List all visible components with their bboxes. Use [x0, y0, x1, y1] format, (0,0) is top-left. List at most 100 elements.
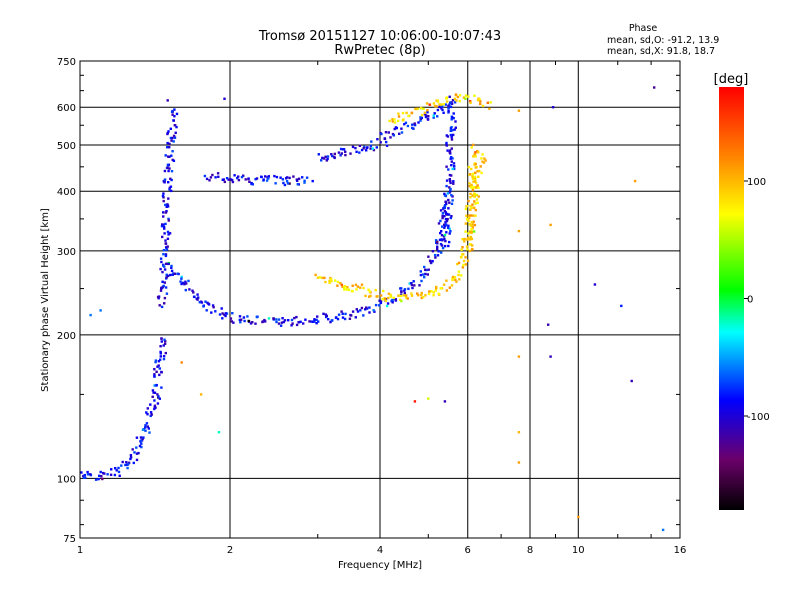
data-point [362, 314, 365, 317]
data-point [249, 322, 253, 325]
data-point [172, 159, 176, 162]
data-point [371, 147, 374, 150]
data-point [221, 178, 224, 181]
data-point [426, 273, 429, 276]
data-point [149, 403, 152, 406]
data-point [362, 147, 365, 150]
data-point [476, 98, 480, 102]
data-point [437, 222, 441, 225]
data-point [453, 165, 456, 168]
data-point [164, 211, 168, 214]
data-point [163, 338, 166, 341]
data-point [197, 296, 200, 299]
data-point [458, 99, 461, 103]
data-point [441, 214, 444, 218]
data-point [117, 470, 121, 474]
data-point [375, 146, 378, 149]
data-point [423, 113, 427, 116]
data-point [451, 195, 454, 198]
colorbar [719, 87, 744, 510]
data-point [162, 192, 165, 195]
data-point [164, 254, 168, 258]
data-point [311, 179, 314, 183]
data-point [162, 253, 165, 256]
data-point [449, 101, 452, 104]
data-point [314, 273, 317, 277]
data-point [438, 105, 441, 109]
data-point [238, 315, 242, 318]
data-point [379, 294, 383, 297]
data-point [462, 253, 465, 256]
data-point [159, 267, 162, 271]
data-point [376, 295, 379, 298]
data-point [167, 197, 170, 200]
data-point [482, 161, 486, 164]
data-point [441, 216, 444, 220]
data-point [429, 261, 433, 264]
data-point [161, 223, 164, 226]
data-point [481, 104, 485, 108]
data-point [451, 277, 454, 280]
data-point [166, 163, 170, 167]
data-point [229, 317, 233, 320]
data-point [231, 312, 234, 315]
data-point [180, 275, 183, 279]
data-point [166, 141, 169, 145]
data-point [341, 312, 344, 315]
data-point [165, 276, 168, 279]
y-tick-label: 400 [57, 187, 76, 198]
data-point [472, 186, 475, 189]
data-point [389, 136, 392, 139]
data-point [393, 121, 397, 124]
data-point [364, 294, 367, 298]
data-point [432, 291, 435, 294]
data-point [403, 292, 406, 295]
data-point [468, 208, 472, 211]
data-point [453, 276, 457, 279]
data-point [153, 406, 156, 409]
data-point [163, 302, 166, 305]
data-point [473, 200, 476, 203]
data-point [438, 103, 441, 106]
data-point [358, 144, 362, 147]
data-point [163, 227, 166, 230]
data-point [327, 318, 330, 321]
data-point [450, 136, 453, 139]
data-point [373, 310, 376, 313]
data-point [304, 318, 307, 321]
data-point [302, 322, 305, 325]
data-point [427, 115, 430, 118]
data-point [248, 180, 251, 183]
data-point [139, 436, 143, 439]
data-point [376, 138, 379, 141]
data-point [473, 206, 476, 209]
data-point [517, 461, 521, 464]
data-point [198, 301, 201, 304]
x-tick-label: 16 [674, 545, 687, 556]
data-point [448, 151, 451, 154]
data-point [140, 439, 143, 442]
data-point [281, 178, 284, 181]
data-point [168, 167, 171, 170]
data-point [326, 157, 329, 161]
data-point [220, 307, 223, 310]
data-point [239, 321, 242, 324]
data-points [80, 86, 665, 532]
data-point [369, 294, 372, 298]
data-point [160, 371, 163, 374]
data-point [166, 205, 170, 208]
data-point [433, 112, 436, 115]
data-point [127, 462, 130, 466]
data-point [169, 185, 173, 188]
data-point [356, 310, 360, 313]
data-point [434, 289, 437, 292]
data-point [142, 436, 145, 439]
data-point [424, 294, 427, 297]
data-point [474, 162, 477, 166]
data-point [282, 181, 285, 185]
data-point [452, 112, 455, 115]
data-point [174, 131, 177, 134]
data-point [389, 293, 392, 297]
data-point [311, 320, 315, 323]
data-point [461, 266, 465, 269]
